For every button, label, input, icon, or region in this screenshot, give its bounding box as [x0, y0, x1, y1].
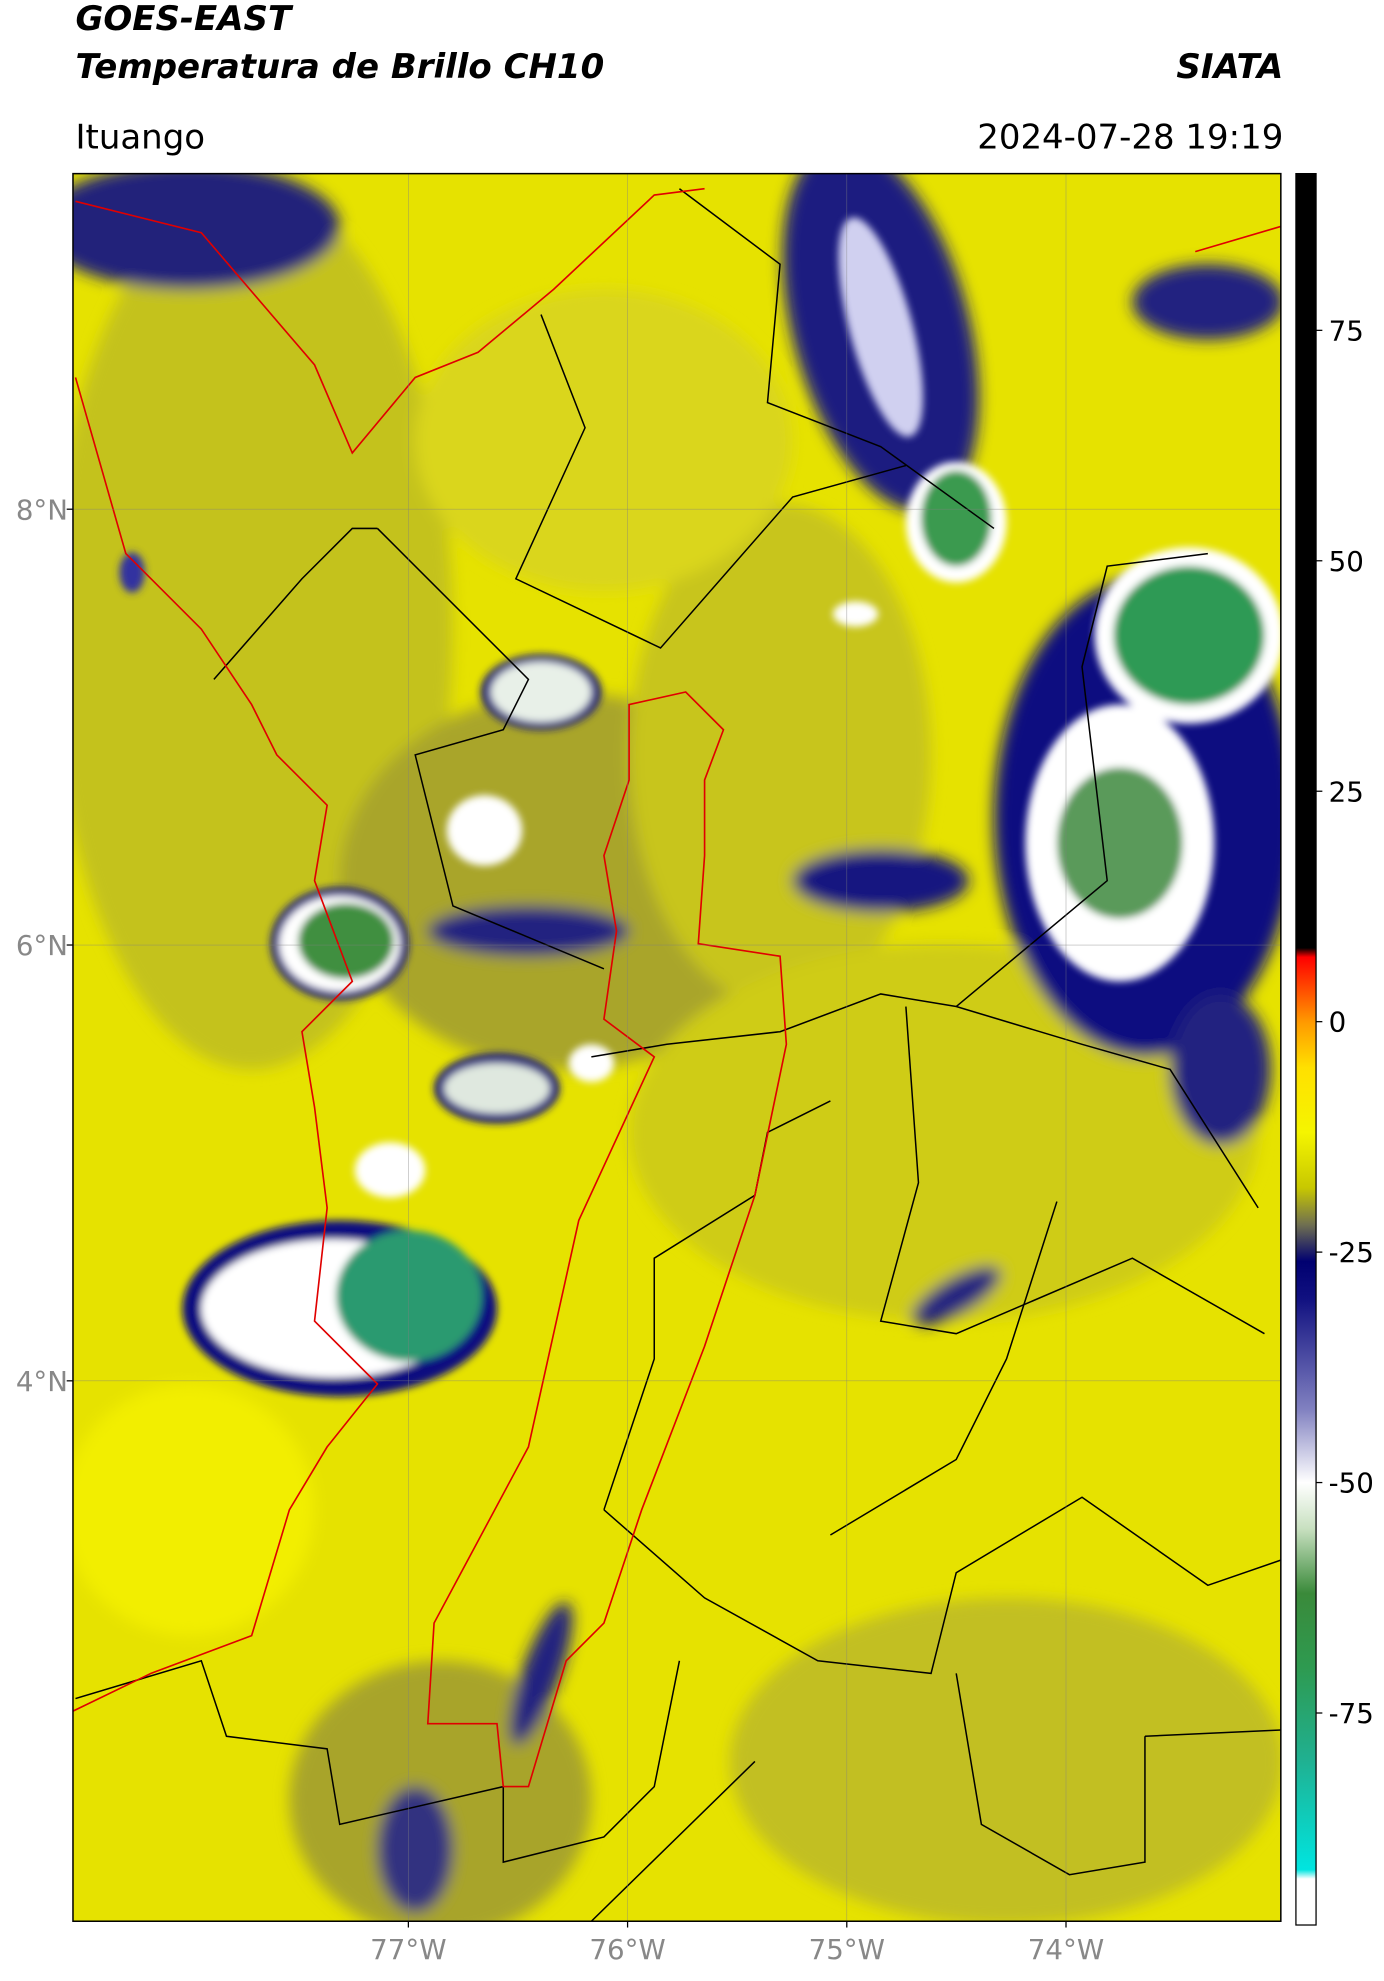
colorbar — [1295, 172, 1317, 1926]
title: GOES-EAST — [75, 0, 293, 39]
lon-tick-label: 76°W — [589, 1933, 665, 1966]
colorbar-tick-label: -75 — [1329, 1697, 1374, 1730]
map-frame — [72, 172, 1282, 1922]
colorbar-tick-label: 0 — [1329, 1006, 1347, 1039]
graticule — [72, 173, 1281, 1922]
datetime: 2024-07-28 19:19 — [977, 117, 1283, 157]
location: Ituango — [75, 117, 205, 157]
source: SIATA — [1176, 47, 1283, 87]
colorbar-tick-label: 50 — [1329, 545, 1364, 578]
subtitle: Temperatura de Brillo CH10 — [75, 47, 604, 87]
lat-tick-label: 8°N — [16, 493, 68, 526]
lat-tick-label: 4°N — [16, 1365, 68, 1398]
lat-tick-label: 6°N — [16, 929, 68, 962]
lon-tick-label: 74°W — [1028, 1933, 1104, 1966]
colorbar-tick-label: -25 — [1329, 1236, 1374, 1269]
colorbar-tick-label: -50 — [1329, 1467, 1374, 1500]
lon-tick-label: 75°W — [809, 1933, 885, 1966]
map-image — [72, 173, 1281, 1922]
lon-tick-label: 77°W — [370, 1933, 446, 1966]
colorbar-tick-label: 75 — [1329, 314, 1364, 347]
colorbar-tick-label: 25 — [1329, 775, 1364, 808]
